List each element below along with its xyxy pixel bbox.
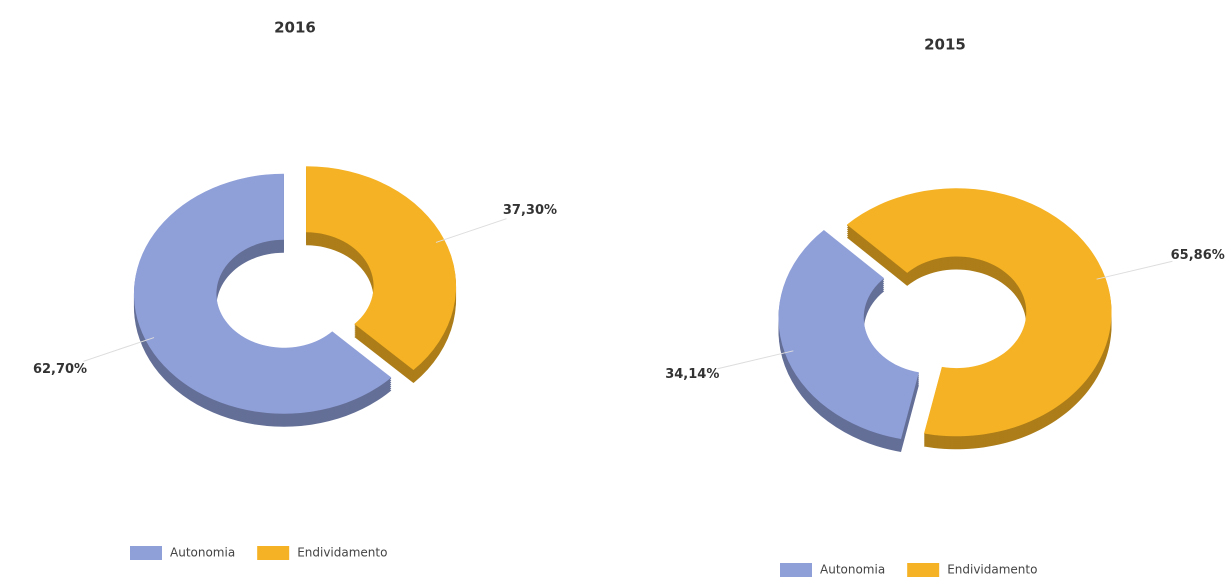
slice <box>133 173 392 414</box>
legend-swatch <box>780 563 812 577</box>
chart-title: 2015 <box>924 36 966 54</box>
legend-swatch <box>907 563 940 577</box>
legend-label: Autonomia <box>170 546 235 560</box>
value-label: 37,30% <box>503 203 557 218</box>
slice <box>778 230 919 439</box>
legend-swatch <box>130 546 162 560</box>
value-label: 34,14% <box>665 367 719 382</box>
chart-title: 2016 <box>274 19 316 37</box>
legend-label: Endividamento <box>297 546 387 560</box>
leader-line <box>435 218 507 243</box>
slice <box>846 188 1112 437</box>
leader-line <box>83 337 155 362</box>
leader-line <box>717 350 794 370</box>
donut <box>133 166 457 414</box>
legend-label: Endividamento <box>947 563 1037 577</box>
leader-line <box>1096 260 1173 280</box>
legend-swatch <box>257 546 290 560</box>
donut <box>778 188 1112 439</box>
legend-label: Autonomia <box>820 563 885 577</box>
value-label: 65,86% <box>1171 248 1225 263</box>
slice <box>306 166 457 371</box>
value-label: 62,70% <box>33 362 87 377</box>
